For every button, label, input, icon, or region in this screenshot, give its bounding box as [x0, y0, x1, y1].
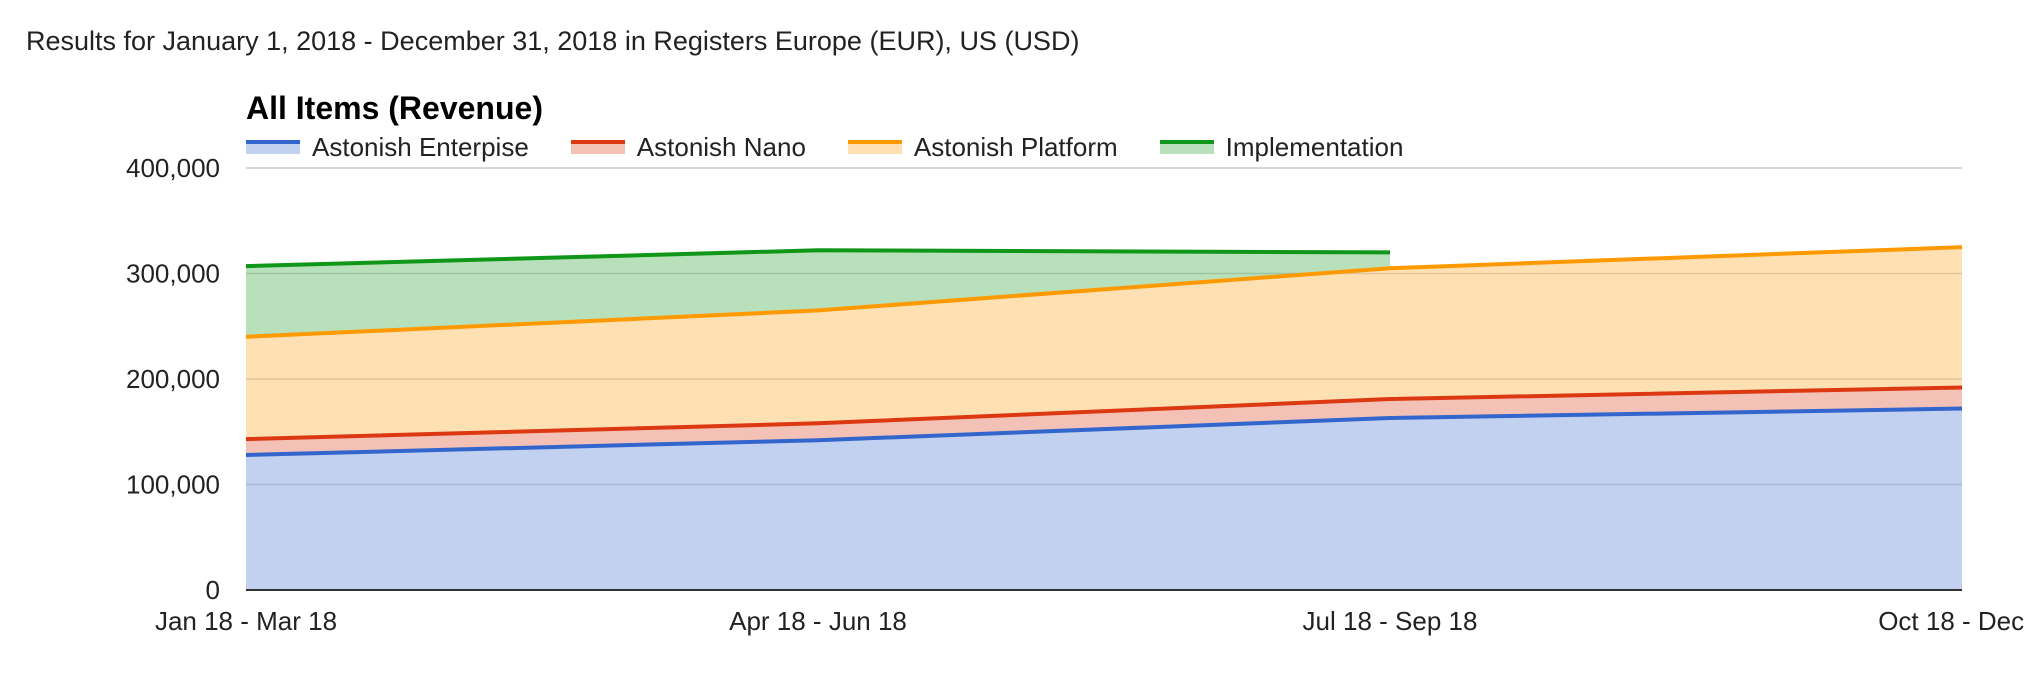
legend-swatch-1 — [570, 140, 625, 154]
y-tick-label-2: 200,000 — [126, 364, 220, 394]
line-0 — [245, 406, 1963, 457]
y-axis-ticks: 0 100,000 200,000 300,000 400,000 — [126, 153, 220, 605]
area-3 — [246, 250, 1390, 337]
area-2 — [246, 247, 1962, 440]
series-areas — [246, 247, 1962, 590]
legend-label-0: Astonish Enterpise — [312, 131, 529, 162]
y-tick-label-4: 400,000 — [126, 153, 220, 183]
legend-item-2[interactable]: Astonish Platform — [847, 131, 1118, 163]
line-1 — [245, 385, 1963, 442]
y-tick-label-3: 300,000 — [126, 259, 220, 289]
results-caption: Results for January 1, 2018 - December 3… — [26, 26, 1080, 56]
legend-item-1[interactable]: Astonish Nano — [570, 131, 806, 163]
x-tick-label-0: Jan 18 - Mar 18 — [155, 606, 337, 636]
x-tick-label-1: Apr 18 - Jun 18 — [729, 606, 907, 636]
legend-label-3: Implementation — [1225, 131, 1404, 162]
x-tick-label-3: Oct 18 - Dec 1 — [1878, 606, 2032, 636]
y-tick-label-1: 100,000 — [126, 470, 220, 500]
area-0 — [246, 408, 1962, 590]
legend-swatch-3 — [1159, 140, 1214, 154]
legend-label-2: Astonish Platform — [913, 131, 1118, 162]
legend-label-1: Astonish Nano — [636, 131, 806, 162]
x-tick-label-2: Jul 18 - Sep 18 — [1303, 606, 1478, 636]
line-2 — [245, 245, 1963, 339]
legend-item-3[interactable]: Implementation — [1159, 131, 1404, 163]
grid-lines-overlay — [246, 272, 1962, 486]
legend-swatch-2 — [847, 140, 902, 154]
line-3 — [245, 248, 1391, 269]
chart-title: All Items (Revenue) — [246, 90, 543, 126]
legend-item-0[interactable]: Astonish Enterpise — [246, 132, 529, 163]
y-tick-label-0: 0 — [206, 575, 220, 605]
series-lines — [245, 245, 1963, 457]
legend-swatch-0 — [246, 140, 300, 154]
area-1 — [246, 387, 1962, 455]
chart-legend: Astonish Enterpise Astonish Nano Astonish … — [246, 130, 1445, 164]
x-axis-ticks: Jan 18 - Mar 18 Apr 18 - Jun 18 Jul 18 - S… — [155, 606, 2032, 636]
